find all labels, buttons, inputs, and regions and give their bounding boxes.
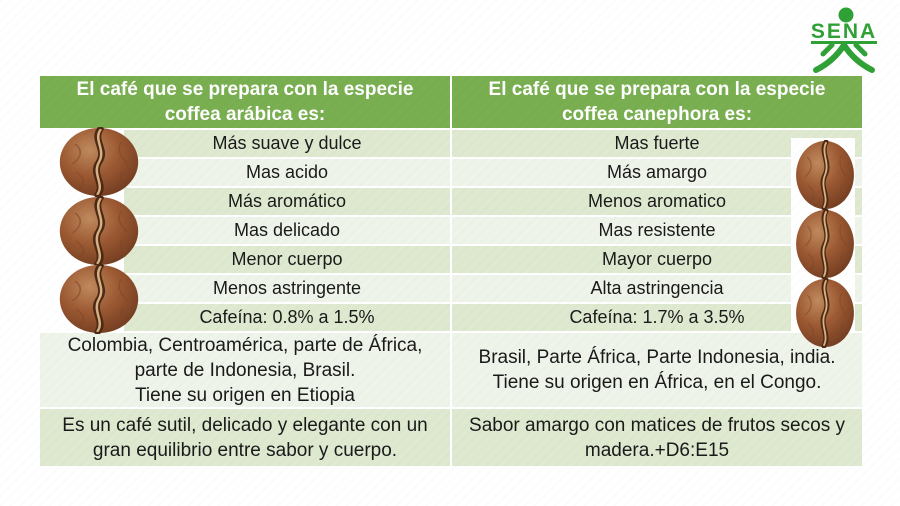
description-cell-arabica: Es un café sutil, delicado y elegante co… [40, 409, 450, 466]
comparison-table: El café que se prepara con la especie co… [40, 76, 862, 468]
trait-row-arabica-6: Menos astringente [124, 275, 450, 302]
header-cell-arabica: El café que se prepara con la especie co… [40, 76, 450, 128]
coffee-bean-image [57, 196, 141, 266]
coffee-bean-image [57, 264, 141, 334]
coffee-bean-image [794, 278, 856, 348]
trait-row-arabica-4: Mas delicado [124, 217, 450, 244]
header-cell-canephora: El café que se prepara con la especie co… [452, 76, 862, 128]
description-cell-canephora: Sabor amargo con matices de frutos secos… [452, 409, 862, 466]
trait-row-arabica-1: Más suave y dulce [124, 130, 450, 157]
sena-logo-head-icon [838, 7, 854, 23]
sena-logo: SENA [798, 6, 890, 76]
trait-row-arabica-3: Más aromático [124, 188, 450, 215]
trait-row-arabica-5: Menor cuerpo [124, 246, 450, 273]
origin-cell-arabica: Colombia, Centroamérica, parte de África… [40, 333, 450, 407]
trait-row-arabica-7: Cafeína: 0.8% a 1.5% [124, 304, 450, 331]
trait-row-arabica-2: Mas acido [124, 159, 450, 186]
origin-cell-canephora: Brasil, Parte África, Parte Indonesia, i… [452, 333, 862, 407]
coffee-bean-image [794, 209, 856, 279]
coffee-bean-image [794, 140, 856, 210]
sena-logo-text: SENA [811, 20, 877, 43]
sena-logo-figure-icon [813, 42, 875, 73]
coffee-bean-image [57, 127, 141, 197]
